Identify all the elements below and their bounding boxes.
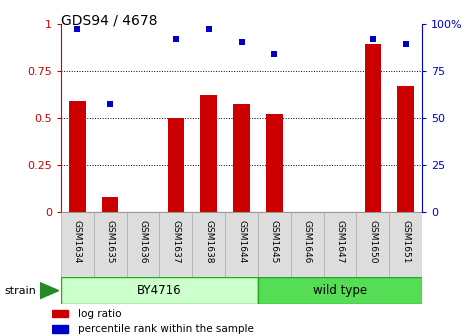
Bar [61,212,94,277]
Bar [258,212,291,277]
Bar [233,104,250,212]
Text: wild type: wild type [313,284,367,297]
Bar [102,197,118,212]
Text: strain: strain [5,286,37,296]
Text: GSM1645: GSM1645 [270,219,279,263]
Text: GSM1647: GSM1647 [335,219,345,263]
Text: GSM1634: GSM1634 [73,219,82,263]
Bar [52,309,68,318]
Text: GSM1638: GSM1638 [204,219,213,263]
Bar [200,95,217,212]
Bar [167,118,184,212]
Bar [94,212,127,277]
Text: GSM1635: GSM1635 [106,219,115,263]
Text: GSM1650: GSM1650 [368,219,378,263]
Bar [356,212,389,277]
Text: log ratio: log ratio [77,309,121,319]
Bar [225,212,258,277]
Text: percentile rank within the sample: percentile rank within the sample [77,324,253,334]
Bar [266,114,282,212]
Text: GDS94 / 4678: GDS94 / 4678 [61,13,158,28]
Bar [127,212,159,277]
Text: GSM1637: GSM1637 [171,219,181,263]
Bar [397,86,414,212]
Bar [258,277,422,304]
Text: GSM1644: GSM1644 [237,219,246,263]
Bar [52,325,68,333]
Bar [364,44,381,212]
Bar [159,212,192,277]
Bar [192,212,225,277]
Bar [389,212,422,277]
Bar [69,101,85,212]
Bar [291,212,324,277]
Text: GSM1646: GSM1646 [303,219,312,263]
Text: BY4716: BY4716 [137,284,182,297]
Bar [324,212,356,277]
Polygon shape [40,283,59,299]
Bar [61,277,258,304]
Text: GSM1636: GSM1636 [138,219,148,263]
Text: GSM1651: GSM1651 [401,219,410,263]
